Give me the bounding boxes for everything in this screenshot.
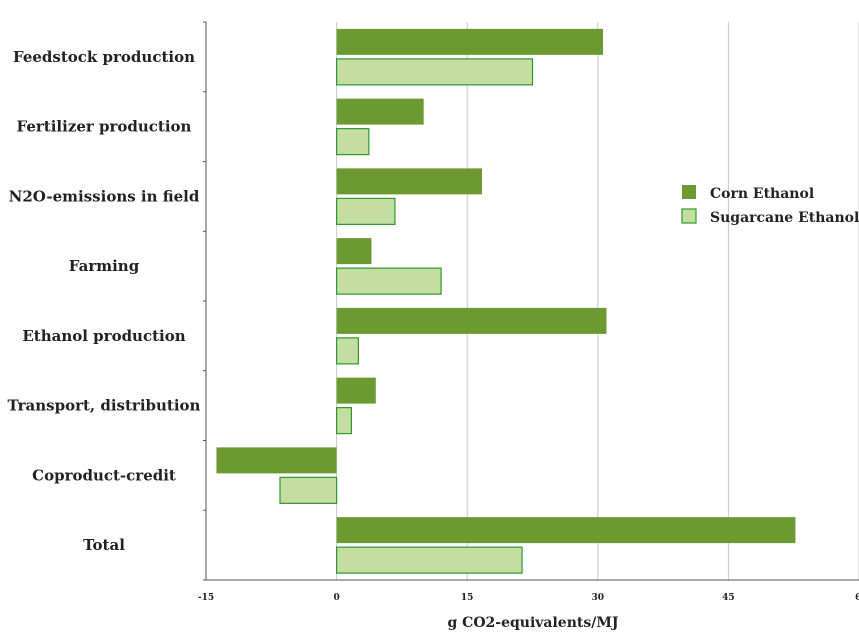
bar-sugarcane	[336, 128, 370, 156]
bar-sugarcane	[336, 337, 359, 365]
bar-sugarcane	[336, 546, 523, 574]
bar-corn	[336, 238, 372, 265]
x-tick-labels: -15 0 15 30 45 6	[198, 593, 859, 603]
legend-swatch-corn	[682, 185, 696, 199]
legend-label-corn: Corn Ethanol	[710, 186, 814, 202]
bar-corn	[336, 168, 483, 195]
bar-corn	[216, 447, 337, 474]
category-label: Fertilizer production	[17, 118, 192, 136]
x-tick-label: 30	[592, 593, 605, 603]
x-tick-label: 15	[461, 593, 474, 603]
legend-label-sugarcane: Sugarcane Ethanol	[710, 210, 859, 226]
legend-swatch-sugarcane	[681, 208, 697, 224]
bar-sugarcane	[336, 267, 442, 295]
bar-sugarcane	[279, 476, 338, 504]
bar-corn	[336, 517, 796, 544]
x-tick-label: -15	[198, 593, 214, 603]
category-label: Ethanol production	[22, 327, 185, 345]
bars	[216, 28, 796, 574]
category-label: Feedstock production	[13, 48, 195, 66]
bar-corn	[336, 98, 424, 125]
x-axis-title: g CO2-equivalents/MJ	[448, 615, 619, 631]
bar-sugarcane	[336, 407, 353, 435]
bar-sugarcane	[336, 58, 534, 86]
x-tick-label: 6	[855, 593, 859, 603]
x-tick-label: 45	[722, 593, 735, 603]
category-label: N2O-emissions in field	[9, 187, 200, 205]
bar-sugarcane	[336, 197, 396, 225]
category-label: Coproduct-credit	[32, 466, 176, 484]
bar-corn	[336, 28, 604, 55]
bar-corn	[336, 307, 607, 334]
bar-corn	[336, 377, 376, 404]
category-label: Farming	[69, 257, 140, 275]
category-labels: Feedstock production Fertilizer productio…	[8, 48, 201, 554]
category-label: Transport, distribution	[8, 397, 201, 415]
category-label: Total	[83, 536, 125, 554]
x-tick-label: 0	[333, 593, 339, 603]
legend: Corn Ethanol Sugarcane Ethanol	[681, 185, 859, 226]
y-axis-ticks	[203, 21, 206, 581]
